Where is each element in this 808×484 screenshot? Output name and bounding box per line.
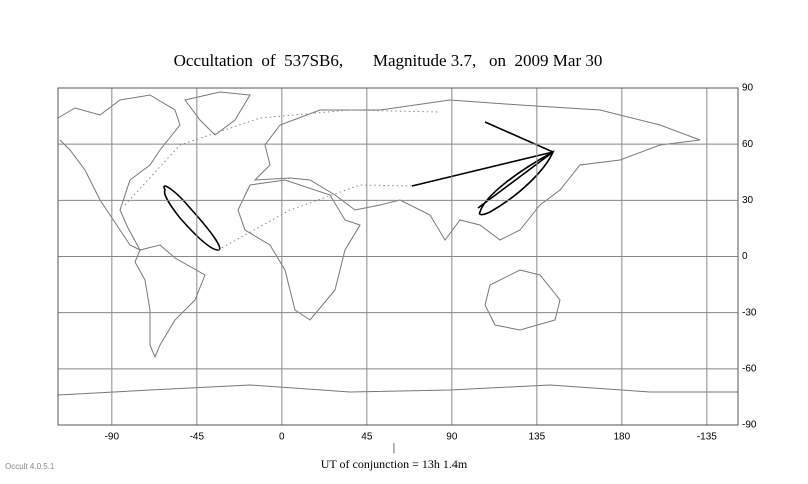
- y-tick-label: 90: [742, 83, 754, 94]
- x-tick-label: -90: [105, 432, 120, 443]
- y-tick-label: 30: [742, 195, 754, 206]
- x-tick-label: 45: [361, 432, 373, 443]
- antarctica: [57, 384, 738, 396]
- y-tick-label: -90: [742, 420, 757, 431]
- x-tick-label: 90: [446, 432, 458, 443]
- x-tick-label: 135: [528, 432, 545, 443]
- north-america: [57, 94, 181, 252]
- australia: [484, 269, 561, 331]
- x-tick-label: -135: [697, 432, 717, 443]
- south-america: [134, 244, 206, 359]
- title: Occultation of 537SB6, Magnitude 3.7, on…: [174, 51, 603, 70]
- y-tick-label: -60: [742, 363, 757, 374]
- track-limits: [124, 109, 441, 251]
- conjunction-marker: |: [393, 440, 395, 454]
- greenland: [184, 91, 251, 136]
- version: Occult 4.0.5.1: [5, 462, 55, 471]
- africa: [237, 179, 361, 321]
- map-frame: [57, 87, 739, 426]
- x-tick-label: 180: [613, 432, 630, 443]
- y-tick-label: -30: [742, 307, 757, 318]
- x-tick-label: -45: [190, 432, 205, 443]
- occultation-tracks: [124, 109, 555, 251]
- conjunction-time: UT of conjunction = 13h 1.4m: [321, 457, 468, 471]
- y-tick-label: 60: [742, 139, 754, 150]
- y-tick-label: 0: [742, 251, 748, 262]
- track-east: [411, 121, 555, 216]
- x-tick-label: 0: [279, 432, 285, 443]
